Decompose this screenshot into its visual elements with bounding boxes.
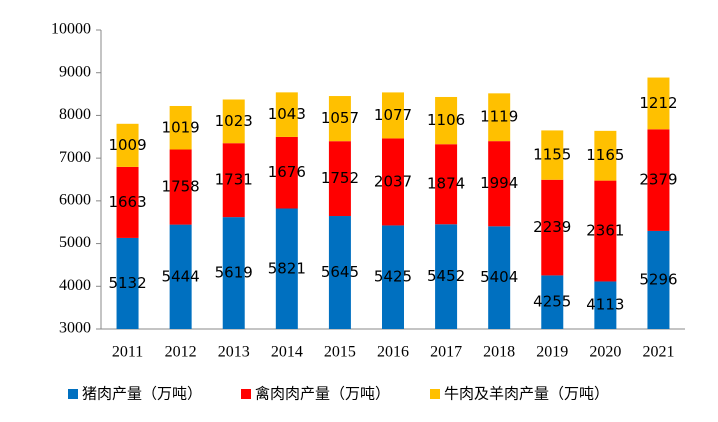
legend-swatch bbox=[430, 389, 440, 399]
bar-segment bbox=[116, 166, 139, 238]
value-label: 1994 bbox=[480, 174, 518, 192]
value-label: 1874 bbox=[427, 175, 465, 193]
value-label: 5425 bbox=[374, 268, 412, 286]
bar-segment bbox=[222, 143, 245, 218]
value-label: 1043 bbox=[268, 105, 306, 123]
value-label: 1165 bbox=[586, 146, 624, 164]
bar-segment bbox=[328, 216, 351, 329]
x-tick-label: 2015 bbox=[324, 344, 356, 361]
value-label: 5821 bbox=[268, 259, 306, 277]
bar-segment bbox=[275, 92, 298, 137]
y-tick-label: 9000 bbox=[59, 63, 91, 80]
value-label: 2037 bbox=[374, 172, 412, 190]
value-label: 5404 bbox=[480, 268, 518, 286]
value-label: 1023 bbox=[215, 112, 253, 130]
bar-segment bbox=[594, 180, 617, 282]
bar-segment bbox=[169, 149, 192, 225]
bar-segment bbox=[541, 275, 564, 329]
value-label: 1009 bbox=[108, 136, 146, 154]
bar-segment bbox=[382, 92, 404, 139]
bar-segment bbox=[169, 224, 192, 329]
x-tick-label: 2012 bbox=[165, 344, 197, 361]
value-label: 1119 bbox=[480, 108, 518, 126]
bar-segment bbox=[647, 129, 670, 231]
x-tick-label: 2011 bbox=[112, 344, 143, 361]
bar-segment bbox=[594, 281, 617, 329]
x-tick-label: 2021 bbox=[642, 344, 674, 361]
bar-segment bbox=[116, 123, 139, 167]
bar-segment bbox=[275, 208, 298, 329]
y-tick-label: 5000 bbox=[59, 234, 91, 251]
value-label: 1663 bbox=[108, 193, 146, 211]
value-label: 5619 bbox=[215, 264, 253, 282]
y-tick-label: 4000 bbox=[59, 277, 91, 294]
bar-segment bbox=[488, 226, 511, 329]
value-label: 5444 bbox=[162, 267, 200, 285]
y-tick-label: 7000 bbox=[59, 149, 91, 166]
value-label: 5645 bbox=[321, 263, 359, 281]
bar-segment bbox=[382, 225, 404, 329]
value-label: 4113 bbox=[586, 296, 624, 314]
value-label: 2379 bbox=[639, 171, 677, 189]
bar-segment bbox=[541, 130, 564, 180]
bar-segment bbox=[116, 237, 139, 329]
value-label: 1106 bbox=[427, 111, 465, 129]
value-label: 1731 bbox=[215, 171, 253, 189]
bar-segment bbox=[275, 136, 298, 209]
bar-segment bbox=[541, 179, 564, 276]
value-label: 2361 bbox=[586, 222, 624, 240]
value-label: 1676 bbox=[268, 163, 306, 181]
value-label: 1077 bbox=[374, 106, 412, 124]
bar-segment bbox=[169, 105, 192, 150]
bar-segment bbox=[488, 93, 511, 142]
bar-segment bbox=[647, 230, 670, 329]
x-tick-label: 2013 bbox=[218, 344, 250, 361]
bar-segment bbox=[382, 138, 404, 226]
value-label: 1019 bbox=[162, 118, 200, 136]
bar-segment bbox=[594, 130, 617, 181]
value-label: 1212 bbox=[639, 94, 677, 112]
bar-segment bbox=[222, 99, 245, 144]
legend-swatch bbox=[241, 389, 251, 399]
value-label: 2239 bbox=[533, 218, 571, 236]
y-tick-label: 10000 bbox=[51, 21, 91, 38]
bar-segment bbox=[328, 96, 351, 142]
x-tick-label: 2016 bbox=[377, 344, 409, 361]
value-label: 4255 bbox=[533, 293, 571, 311]
bar-segment bbox=[488, 141, 511, 227]
value-label: 1155 bbox=[533, 146, 571, 164]
value-label: 5452 bbox=[427, 267, 465, 285]
value-label: 5296 bbox=[639, 270, 677, 288]
legend-swatch bbox=[68, 389, 78, 399]
value-label: 1752 bbox=[321, 169, 359, 187]
bar-segment bbox=[222, 217, 245, 329]
bar-segment bbox=[435, 144, 458, 225]
y-tick-label: 6000 bbox=[59, 192, 91, 209]
bar-segment bbox=[435, 96, 458, 145]
bar-segment bbox=[435, 224, 458, 329]
x-tick-label: 2017 bbox=[430, 344, 462, 361]
x-tick-label: 2020 bbox=[589, 344, 621, 361]
value-label: 1057 bbox=[321, 109, 359, 127]
legend-label: 禽肉肉产量（万吨） bbox=[255, 385, 390, 403]
x-tick-label: 2019 bbox=[536, 344, 568, 361]
legend-label: 牛肉及羊肉产量（万吨） bbox=[444, 385, 609, 403]
bar-segment bbox=[647, 77, 670, 130]
x-tick-label: 2014 bbox=[271, 344, 303, 361]
x-tick-label: 2018 bbox=[483, 344, 515, 361]
bar-segment bbox=[328, 141, 351, 217]
y-tick-label: 8000 bbox=[59, 106, 91, 123]
y-tick-label: 3000 bbox=[59, 320, 91, 337]
legend-label: 猪肉产量（万吨） bbox=[82, 385, 202, 403]
value-label: 1758 bbox=[162, 178, 200, 196]
value-label: 5132 bbox=[108, 274, 146, 292]
